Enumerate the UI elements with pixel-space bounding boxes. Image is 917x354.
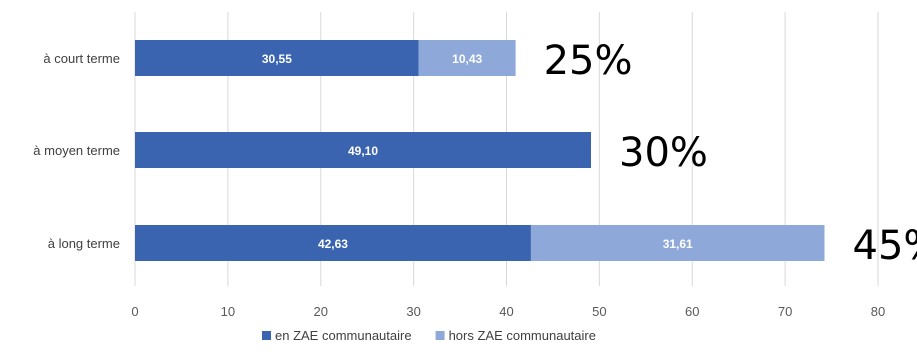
x-tick-label: 10 — [221, 304, 235, 319]
x-tick-label: 0 — [131, 304, 138, 319]
bar-segment — [135, 225, 531, 261]
x-tick-label: 70 — [778, 304, 792, 319]
x-tick-label: 40 — [499, 304, 513, 319]
data-label: 49,10 — [348, 144, 378, 158]
bar-segment — [530, 225, 825, 261]
data-label: 31,61 — [663, 237, 693, 251]
bar-segment — [135, 40, 419, 76]
data-label: 10,43 — [452, 52, 482, 66]
bar-segment — [135, 132, 592, 168]
data-label: 30,55 — [262, 52, 292, 66]
x-tick-label: 30 — [406, 304, 420, 319]
category-label: à long terme — [48, 236, 120, 251]
x-tick-label: 50 — [592, 304, 606, 319]
x-tick-label: 20 — [314, 304, 328, 319]
percentage-annotation: 25% — [544, 38, 633, 84]
legend-swatch — [435, 331, 445, 340]
legend-label: en ZAE communautaire — [275, 328, 412, 343]
percentage-annotation: 30% — [619, 130, 708, 176]
percentage-annotation: 45% — [853, 223, 917, 269]
bar-segment — [418, 40, 516, 76]
category-label: à moyen terme — [33, 143, 120, 158]
legend-swatch — [262, 331, 271, 340]
x-tick-label: 60 — [685, 304, 699, 319]
data-label: 42,63 — [318, 237, 348, 251]
legend-label: hors ZAE communautaire — [449, 328, 596, 343]
category-label: à court terme — [43, 51, 120, 66]
x-tick-label: 80 — [871, 304, 885, 319]
